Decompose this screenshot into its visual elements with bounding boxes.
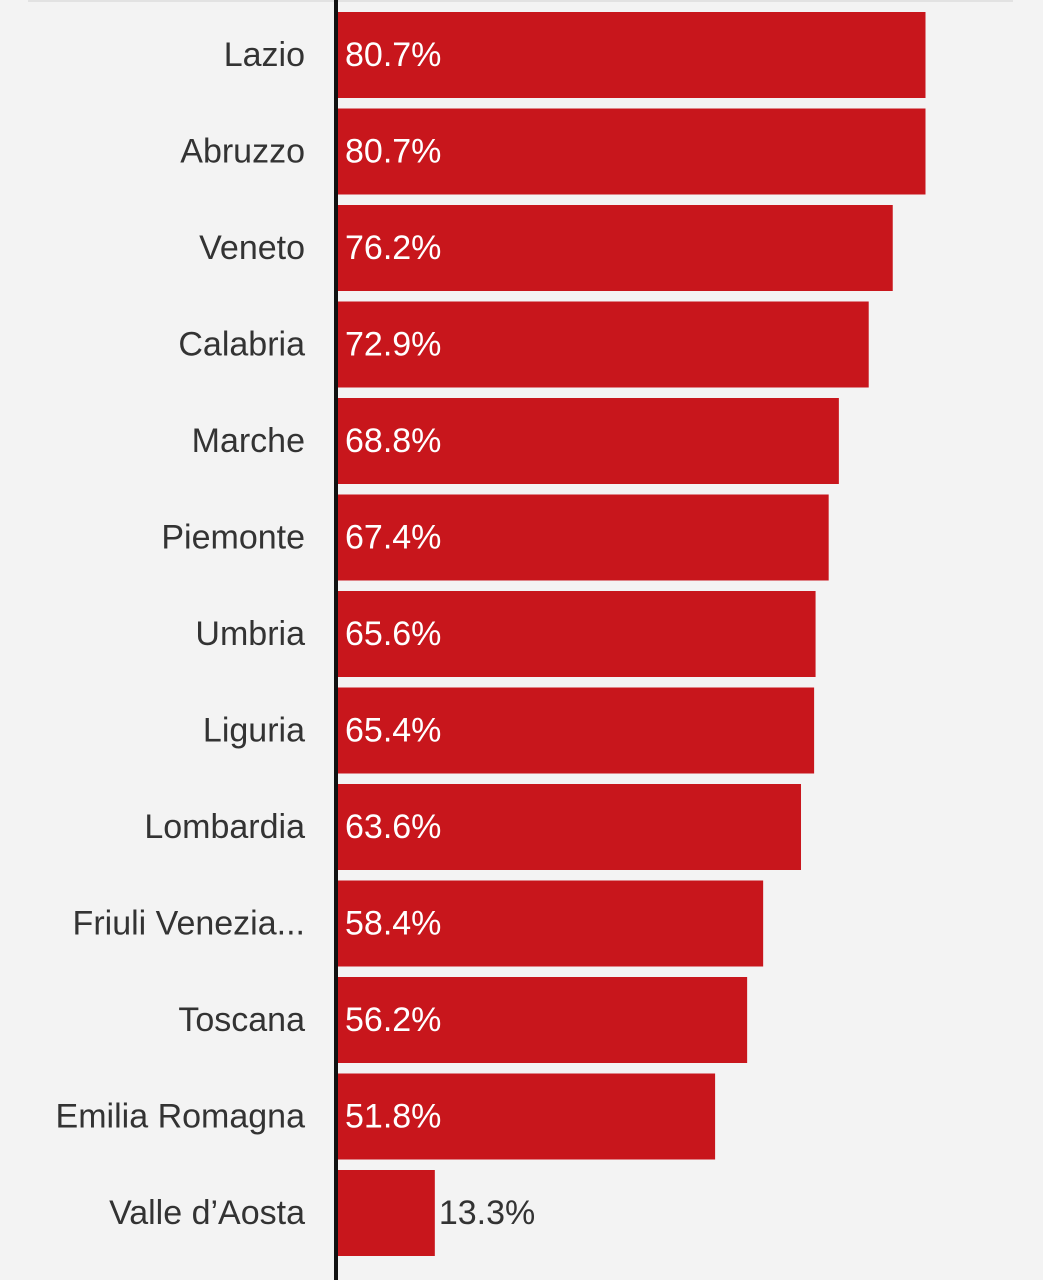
category-label: Lombardia [144, 808, 305, 846]
value-label: 13.3% [439, 1194, 535, 1232]
value-label: 72.9% [345, 326, 441, 364]
value-label: 76.2% [345, 229, 441, 267]
bar [338, 205, 893, 291]
value-label: 68.8% [345, 422, 441, 460]
category-labels-group: Lazio Abruzzo Veneto Calabria Marche Piemonte… [56, 36, 306, 1232]
value-label: 67.4% [345, 519, 441, 557]
category-label: Piemonte [161, 519, 305, 557]
value-label: 80.7% [345, 36, 441, 74]
category-label: Calabria [178, 326, 305, 364]
category-label: Lazio [224, 36, 305, 74]
category-label: Umbria [195, 615, 305, 653]
bar [338, 784, 802, 870]
category-label: Friuli Venezia... [73, 905, 305, 943]
value-label: 65.6% [345, 615, 441, 653]
value-label: 80.7% [345, 133, 441, 171]
bar [338, 1073, 716, 1160]
bar [338, 977, 748, 1063]
bar [338, 301, 869, 388]
category-label: Abruzzo [180, 133, 305, 171]
bar [338, 398, 839, 484]
bar [338, 1170, 435, 1256]
bar [338, 880, 764, 967]
value-label: 63.6% [345, 808, 441, 846]
bar [338, 494, 829, 581]
category-label: Liguria [203, 712, 305, 750]
value-label: 65.4% [345, 712, 441, 750]
bars-group [338, 12, 926, 1256]
value-label: 51.8% [345, 1098, 441, 1136]
value-label: 58.4% [345, 905, 441, 943]
bar [338, 108, 926, 195]
bar [338, 687, 815, 774]
category-label: Marche [192, 422, 305, 460]
bar [338, 591, 816, 677]
category-label: Toscana [178, 1001, 305, 1039]
value-labels-group: 80.7% 80.7% 76.2% 72.9% 68.8% 67.4% 65.6% 65.4%… [345, 36, 535, 1232]
bar [338, 12, 926, 98]
category-label: Valle d’Aosta [109, 1194, 305, 1232]
category-label: Veneto [199, 229, 305, 267]
value-label: 56.2% [345, 1001, 441, 1039]
category-label: Emilia Romagna [56, 1098, 306, 1136]
